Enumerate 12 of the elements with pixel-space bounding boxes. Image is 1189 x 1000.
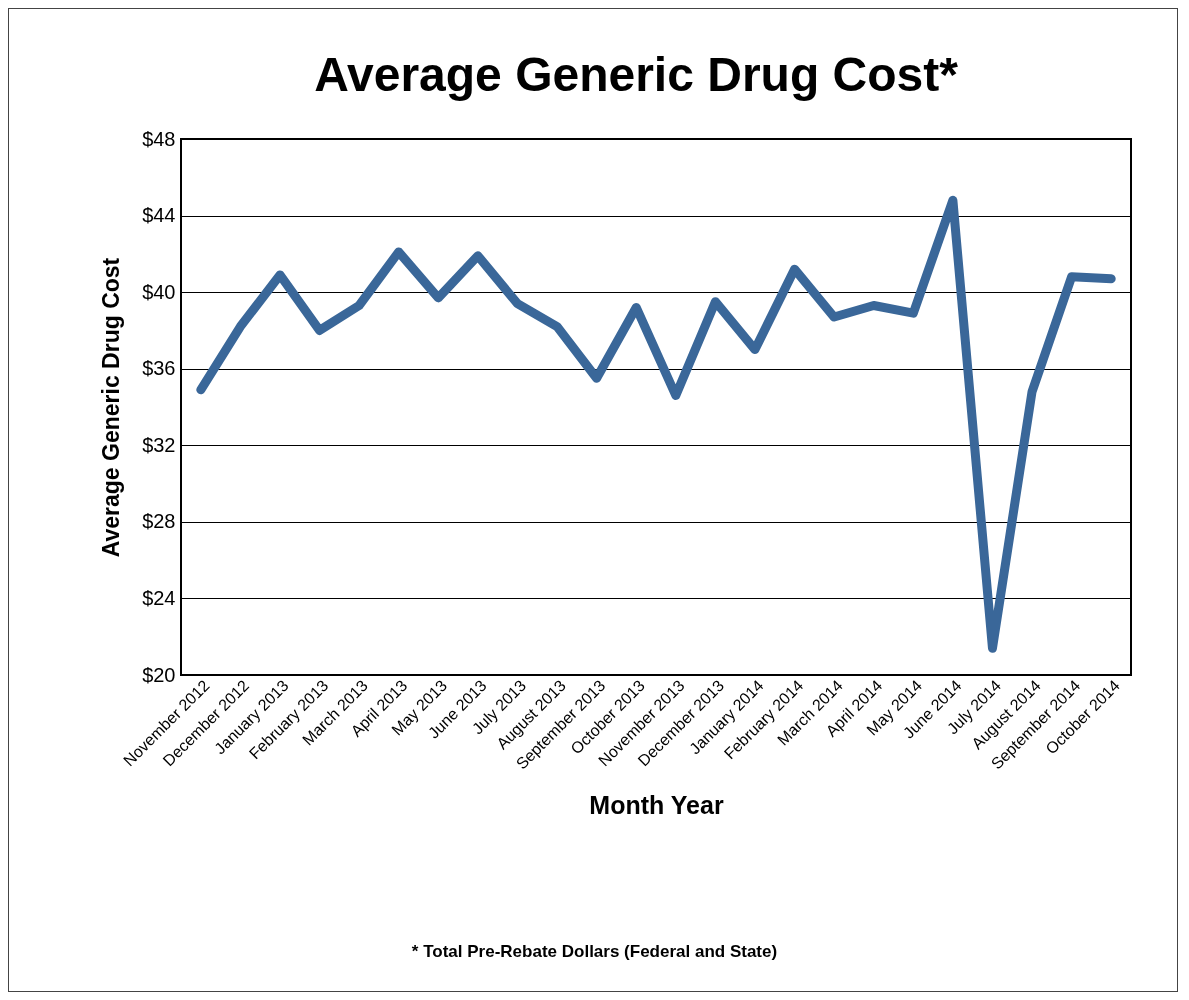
x-axis-title: Month Year bbox=[589, 791, 724, 820]
y-axis-title: Average Generic Drug Cost bbox=[98, 257, 125, 558]
chart-title: Average Generic Drug Cost* bbox=[314, 48, 959, 101]
y-tick-label: $20 bbox=[142, 663, 176, 686]
y-tick-label: $48 bbox=[142, 127, 176, 150]
y-tick-label: $36 bbox=[142, 357, 176, 380]
y-tick-label: $24 bbox=[142, 586, 176, 609]
y-tick-label: $44 bbox=[142, 204, 176, 227]
y-tick-label: $32 bbox=[142, 433, 176, 456]
text: * Total Pre-Rebate Dollars (Federal and State) bbox=[410, 942, 779, 962]
y-tick-label: $28 bbox=[142, 510, 176, 533]
y-tick-label: $40 bbox=[142, 280, 176, 303]
